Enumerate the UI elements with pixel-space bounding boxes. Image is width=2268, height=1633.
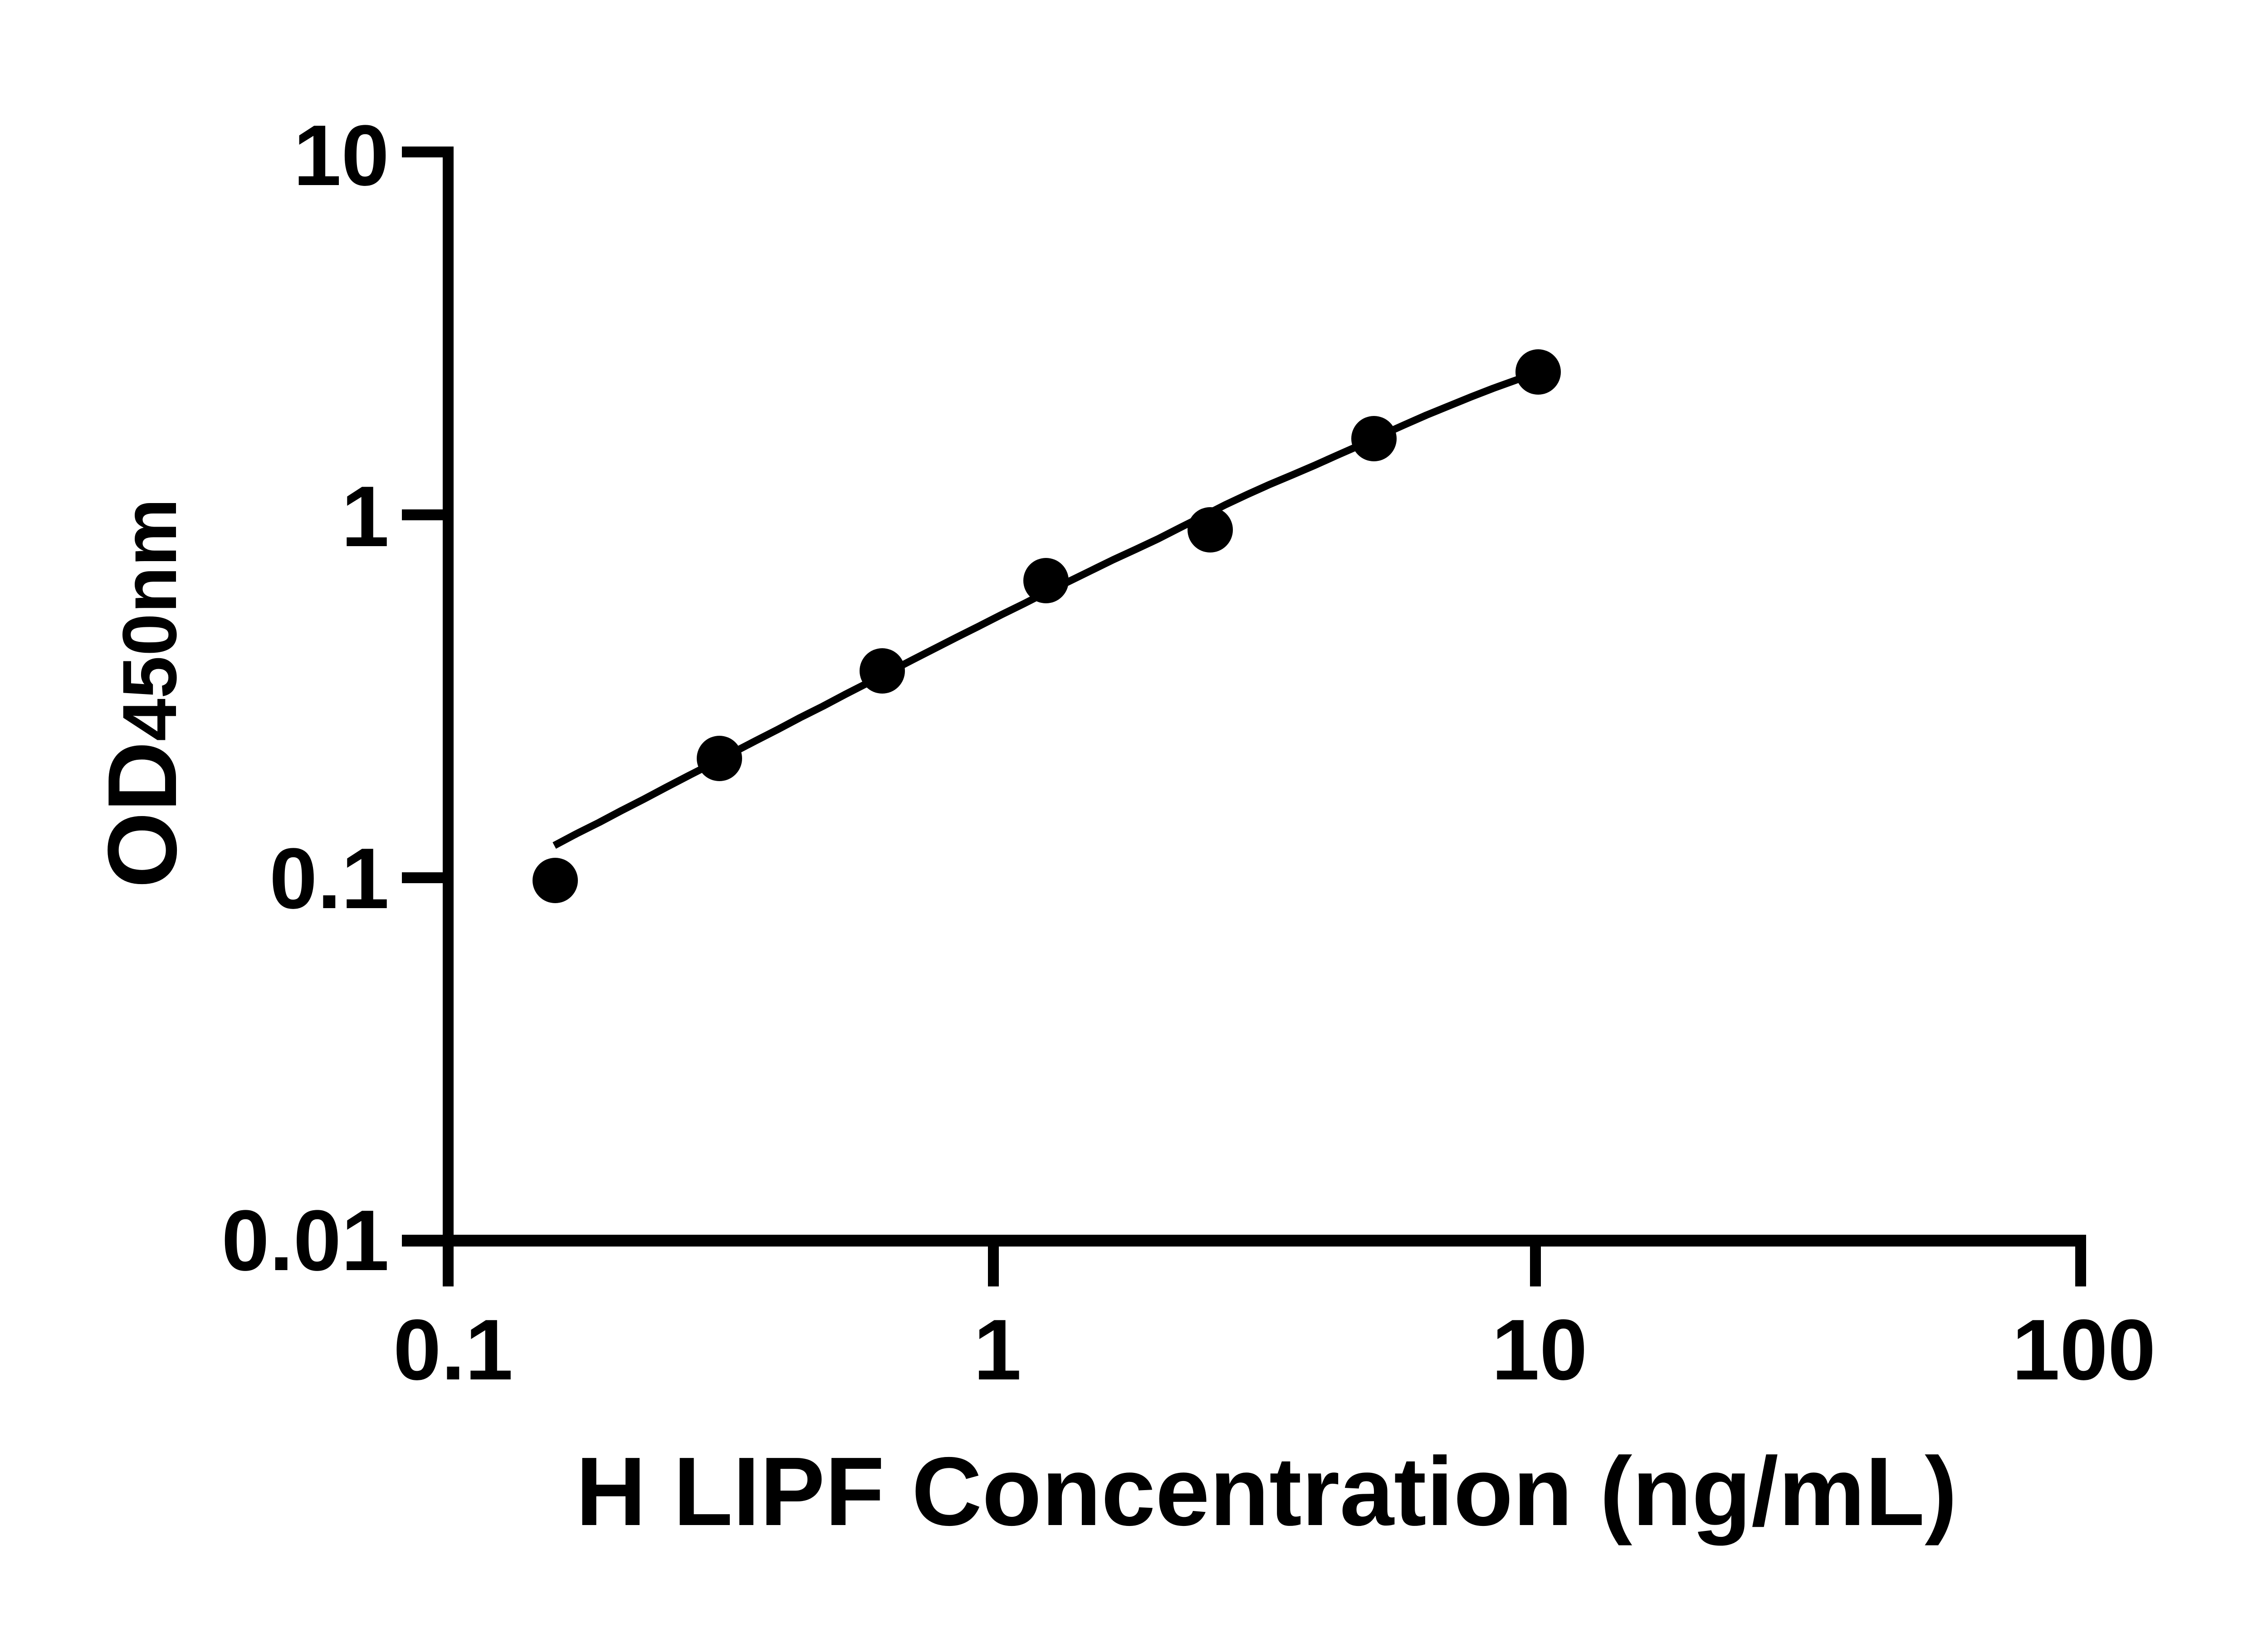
svg-text:1: 1	[973, 1302, 1022, 1398]
svg-text:10: 10	[293, 108, 389, 204]
svg-text:0.1: 0.1	[269, 831, 389, 927]
svg-text:10: 10	[1491, 1302, 1587, 1398]
svg-text:0.1: 0.1	[393, 1302, 513, 1398]
svg-text:H LIPF Concentration (ng/mL): H LIPF Concentration (ng/mL)	[576, 1437, 1957, 1546]
svg-text:1: 1	[341, 469, 389, 565]
svg-text:0.01: 0.01	[221, 1193, 389, 1289]
svg-text:100: 100	[2012, 1302, 2156, 1398]
svg-text:OD450nm: OD450nm	[87, 499, 197, 888]
